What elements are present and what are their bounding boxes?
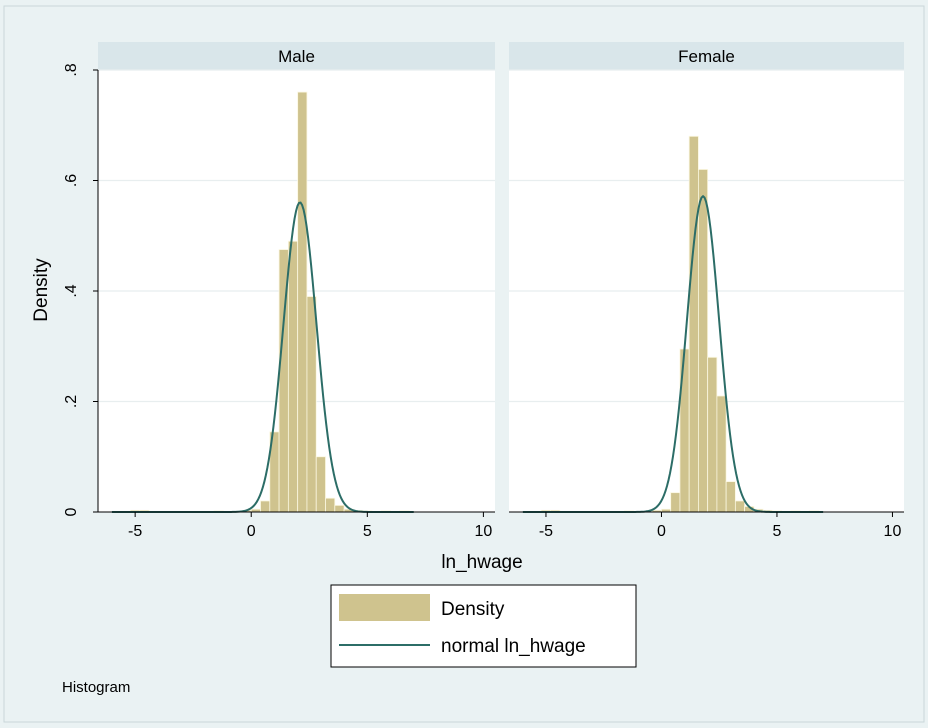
histogram-bar — [679, 348, 690, 513]
y-tick-label: .6 — [63, 174, 80, 187]
figure-frame — [3, 5, 925, 723]
y-axis-label: Density — [31, 258, 52, 322]
panel-female: Female -5 0 5 10 — [509, 42, 904, 540]
y-tick-label: .8 — [63, 63, 80, 76]
histogram-bar — [725, 481, 736, 513]
x-axis-label: ln_hwage — [441, 552, 522, 573]
panel-male: Male -5 0 5 10 0 .2 .4 .6 .8 — [63, 42, 495, 540]
x-tick-label: 10 — [884, 523, 902, 540]
histogram-bar — [707, 356, 718, 513]
y-tick-label: .2 — [63, 395, 80, 408]
histogram-bar — [688, 135, 699, 513]
y-tick-label: 0 — [63, 507, 80, 516]
panel-title: Female — [678, 47, 735, 66]
legend-swatch-density — [339, 594, 430, 621]
chart-note: Histogram — [62, 679, 131, 696]
histogram-bar — [306, 296, 317, 513]
histogram-bar — [297, 91, 308, 513]
histogram-bar — [325, 497, 336, 513]
histogram-bar — [315, 456, 326, 513]
x-tick-label: 0 — [657, 523, 666, 540]
x-tick-label: 5 — [773, 523, 782, 540]
histogram-bar — [287, 240, 299, 513]
panel-strip — [98, 42, 495, 70]
histogram-bar — [698, 169, 709, 513]
legend-label-density: Density — [441, 599, 505, 620]
x-tick-label: -5 — [539, 523, 553, 540]
histogram-bar — [334, 504, 345, 513]
panel-title: Male — [278, 47, 315, 66]
panel-strip — [509, 42, 904, 70]
legend-label-normal: normal ln_hwage — [441, 636, 586, 657]
x-tick-label: 10 — [474, 523, 492, 540]
histogram-bar — [734, 500, 746, 513]
legend: Density normal ln_hwage — [330, 584, 637, 668]
histogram-bar — [670, 492, 681, 513]
x-tick-label: -5 — [128, 523, 142, 540]
y-tick-label: .4 — [63, 284, 80, 297]
x-tick-label: 0 — [247, 523, 256, 540]
panels-group: Male -5 0 5 10 0 .2 .4 .6 .8 Female -5 0 5 10 — [63, 42, 904, 540]
histogram-bar — [260, 500, 271, 513]
x-tick-label: 5 — [363, 523, 372, 540]
histogram-bar — [716, 395, 727, 513]
